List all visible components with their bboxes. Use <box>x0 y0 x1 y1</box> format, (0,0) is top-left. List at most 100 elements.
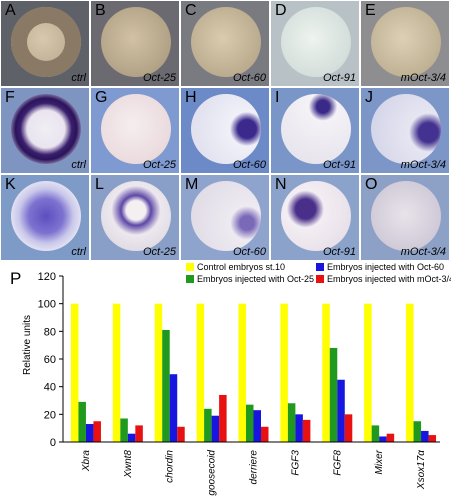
legend-label: Embryos injected with Oct-60 <box>327 262 444 272</box>
panel-condition-label: Oct-91 <box>322 159 356 171</box>
x-tick-label: Xwnt8 <box>123 450 134 479</box>
panel-letter: O <box>365 176 378 193</box>
y-tick-label: 80 <box>44 326 56 338</box>
bar-series-2 <box>253 410 261 442</box>
y-tick-label: 20 <box>44 409 56 421</box>
bar-series-2 <box>211 415 220 442</box>
bar-series-1 <box>246 404 254 442</box>
bar-control <box>322 303 330 442</box>
bar-series-1 <box>287 403 296 442</box>
embryo-panel-c: C Oct-60 <box>181 1 269 86</box>
bar-series-2 <box>421 430 429 442</box>
y-axis: 0 20 40 60 80 100 120 <box>38 271 64 449</box>
panel-letter: N <box>275 176 287 193</box>
embryo-image <box>101 94 171 164</box>
legend-label: Control embryos st.10 <box>197 262 285 272</box>
bar-series-3 <box>135 425 143 442</box>
bar-series-1 <box>120 418 128 442</box>
x-tick-label: chordin <box>165 450 176 483</box>
y-tick-label: 120 <box>38 271 56 283</box>
embryo-panel-m: M Oct-60 <box>181 175 269 260</box>
panel-letter: B <box>95 2 106 19</box>
x-tick-label: Xsox17α <box>416 450 427 490</box>
bar-series-3 <box>219 394 227 442</box>
panel-condition-label: Oct-60 <box>232 72 266 84</box>
legend-swatch <box>316 275 324 283</box>
panel-letter: H <box>185 89 197 106</box>
bar-series-1 <box>78 401 86 442</box>
embryo-image <box>191 7 261 77</box>
panel-condition-label: mOct-3/4 <box>400 159 446 171</box>
bar-series-3 <box>177 426 185 442</box>
embryo-panel-d: D Oct-91 <box>271 1 359 86</box>
bar-control <box>406 303 414 442</box>
bar-series-1 <box>204 408 212 442</box>
panel-letter: G <box>95 89 108 106</box>
panel-condition-label: Oct-25 <box>142 72 176 84</box>
panel-letter: M <box>185 176 199 193</box>
panel-condition-label: mOct-3/4 <box>400 246 446 258</box>
panel-condition-label: Oct-25 <box>142 246 176 258</box>
panel-letter: L <box>95 176 104 193</box>
panel-condition-label: ctrl <box>71 159 86 171</box>
legend-swatch <box>186 275 194 283</box>
bar-series-3 <box>344 414 353 442</box>
panel-condition-label: Oct-91 <box>322 246 356 258</box>
bar-series-3 <box>261 426 269 442</box>
embryo-panel-h: H Oct-60 <box>181 88 269 173</box>
embryo-image <box>11 94 81 164</box>
bar-control <box>154 303 163 442</box>
panel-letter: I <box>275 89 280 106</box>
bar-series-2 <box>379 436 387 442</box>
x-tick-label: derriere <box>249 450 260 485</box>
bar-series-2 <box>127 433 136 442</box>
x-tick-label: FGF3 <box>290 450 301 476</box>
embryo-image <box>191 181 261 251</box>
panel-letter: E <box>365 2 376 19</box>
bar-series-1 <box>162 329 170 442</box>
bar-series-3 <box>93 421 101 442</box>
x-tick-label: goosecoid <box>207 450 218 496</box>
embryo-panel-n: N Oct-91 <box>271 175 359 260</box>
embryo-image <box>101 7 171 77</box>
y-tick-label: 40 <box>44 382 56 394</box>
bar-control <box>238 303 246 442</box>
embryo-image <box>371 7 441 77</box>
embryo-image <box>191 94 261 164</box>
legend-label: Embryos injected with mOct-3/4 <box>327 274 451 284</box>
x-tick-label: Mixer <box>374 449 385 474</box>
panel-condition-label: ctrl <box>71 246 86 258</box>
embryo-image <box>11 181 81 251</box>
panel-condition-label: ctrl <box>71 72 86 84</box>
bar-control <box>112 303 121 442</box>
bar-series-1 <box>413 421 422 442</box>
panel-letter: A <box>5 2 16 19</box>
panel-condition-label: Oct-91 <box>322 72 356 84</box>
panel-letter-p: P <box>10 269 21 288</box>
bar-series-2 <box>85 424 94 442</box>
embryo-panel-g: G Oct-25 <box>91 88 179 173</box>
bar-series-1 <box>329 347 338 442</box>
y-axis-label: Relative units <box>22 315 33 375</box>
bar-series-1 <box>371 425 380 442</box>
bar-series-3 <box>428 435 437 442</box>
chart-legend: Control embryos st.10 Embryos injected wi… <box>186 262 451 284</box>
panel-condition-label: Oct-60 <box>232 159 266 171</box>
bar-series-2 <box>169 374 178 442</box>
panel-condition-label: Oct-60 <box>232 246 266 258</box>
bar-series-2 <box>295 414 303 442</box>
embryo-panel-l: L Oct-25 <box>91 175 179 260</box>
embryo-image <box>281 181 351 251</box>
legend-swatch <box>316 263 324 271</box>
panel-letter: J <box>365 89 373 106</box>
panel-condition-label: Oct-25 <box>142 159 176 171</box>
embryo-image <box>371 94 441 164</box>
bar-series-2 <box>337 379 345 442</box>
x-tick-label: FGF8 <box>332 450 343 476</box>
embryo-image <box>371 181 441 251</box>
